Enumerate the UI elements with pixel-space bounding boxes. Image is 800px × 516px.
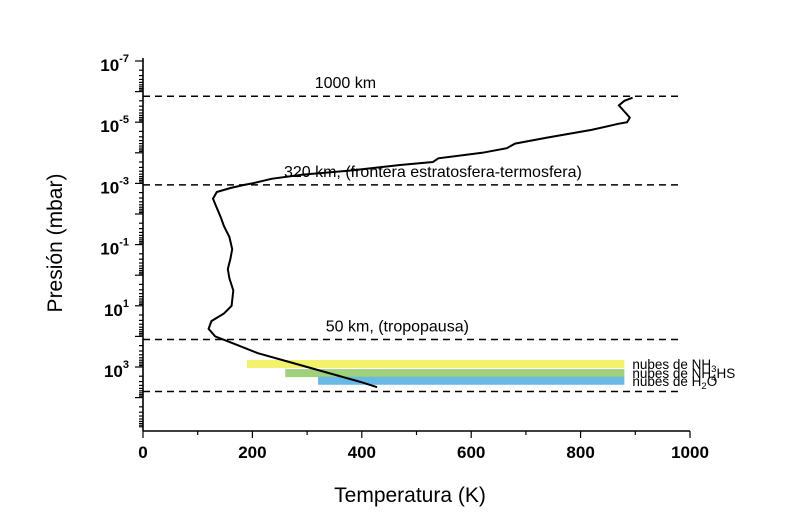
x-tick-label: 0 [138,443,147,462]
y-tick-label: 101 [104,298,129,320]
reference-line-label: 50 km, (tropopausa) [326,318,469,335]
cloud-layer-bar [285,369,625,378]
y-axis-ticks: 10-7 10-5 10-3 10-1 101 103 [100,53,143,428]
cloud-layer-label: nubes de H2O [632,374,717,392]
x-tick-label: 600 [457,443,485,462]
reference-lines: 1000 km 320 km, (frontera estratosfera-te… [143,75,682,393]
reference-line-label: 1000 km [315,75,376,92]
x-axis-title: Temperatura (K) [334,484,486,507]
x-tick-label: 800 [566,443,594,462]
cloud-layer-label: nubes de NH4HS [632,366,735,384]
cloud-layer-bar [318,376,625,385]
cloud-layer-label: nubes de NH3 [632,357,716,375]
y-tick-label: 103 [104,359,129,381]
x-axis-ticks: 0 200 400 600 800 1000 [138,431,709,462]
cloud-layer-bar [246,359,625,368]
y-tick-label: 10-1 [100,237,129,259]
y-tick-label: 10-7 [100,53,129,75]
x-tick-label: 200 [238,443,266,462]
x-tick-label: 1000 [671,443,709,462]
reference-line-label: 320 km, (frontera estratosfera-termosfer… [284,164,582,181]
temperature-profile-line [207,96,633,389]
y-axis-title: Presión (mbar) [44,174,67,313]
y-tick-label: 10-3 [100,175,129,197]
y-tick-label: 10-5 [100,114,129,136]
x-tick-label: 400 [348,443,376,462]
